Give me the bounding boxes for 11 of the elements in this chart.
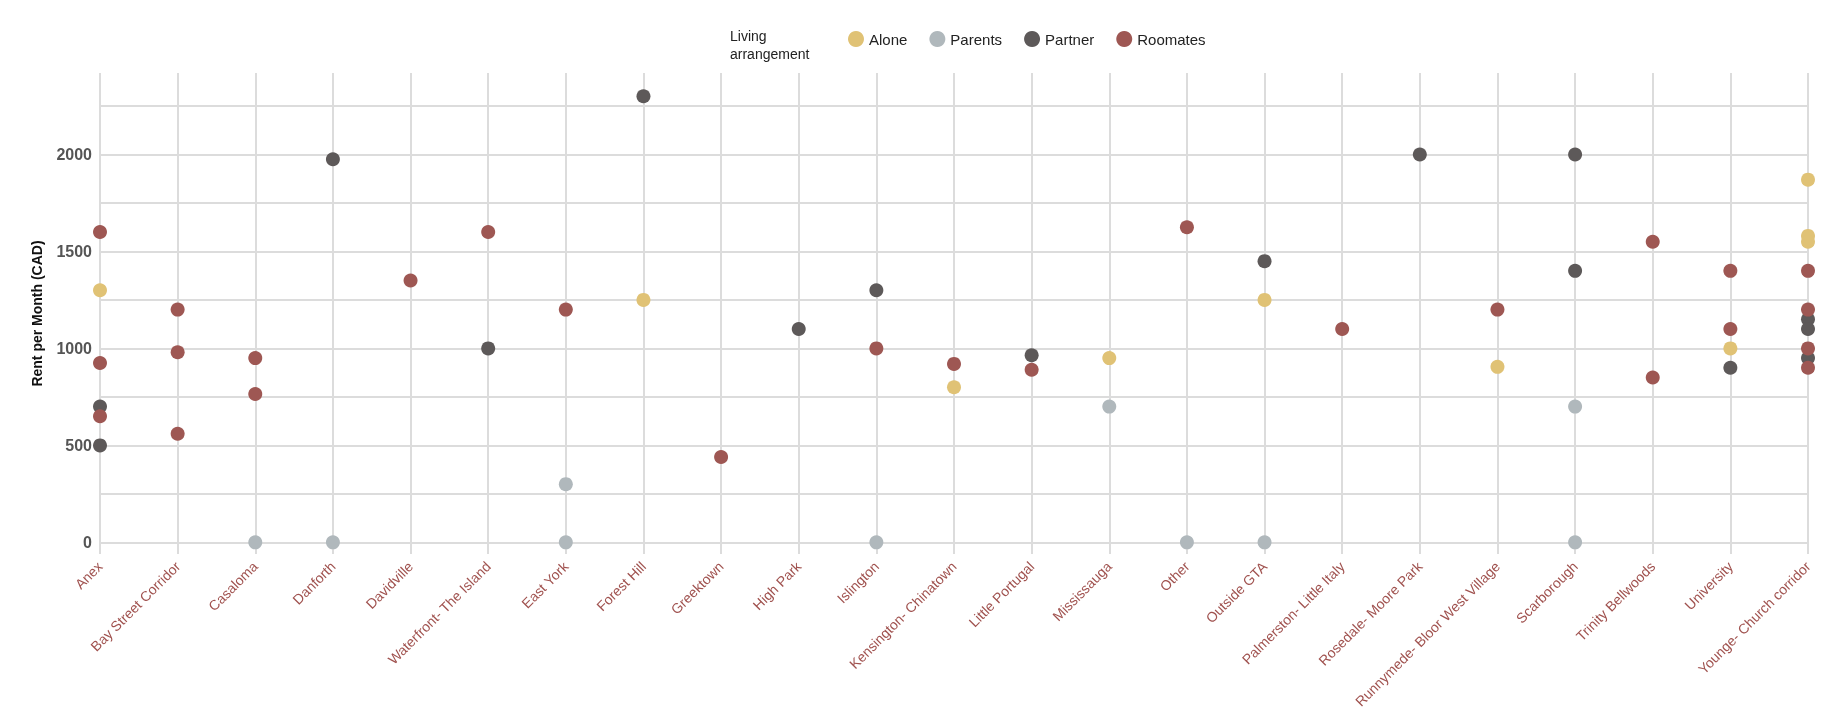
y-tick-label: 0 bbox=[83, 533, 93, 551]
legend-label: Alone bbox=[869, 30, 908, 48]
legend-label: Roomates bbox=[1137, 30, 1206, 48]
y-tick-label: 1000 bbox=[56, 339, 93, 357]
legend-label: Partner bbox=[1045, 30, 1095, 48]
legend-label: Parents bbox=[950, 30, 1003, 48]
y-tick-label: 500 bbox=[65, 436, 93, 454]
legend-title: Living arrangement bbox=[730, 28, 810, 62]
y-tick-label: 1500 bbox=[56, 242, 93, 260]
y-axis-title: Rent per Month (CAD) bbox=[29, 240, 45, 387]
y-tick-label: 2000 bbox=[56, 145, 93, 163]
